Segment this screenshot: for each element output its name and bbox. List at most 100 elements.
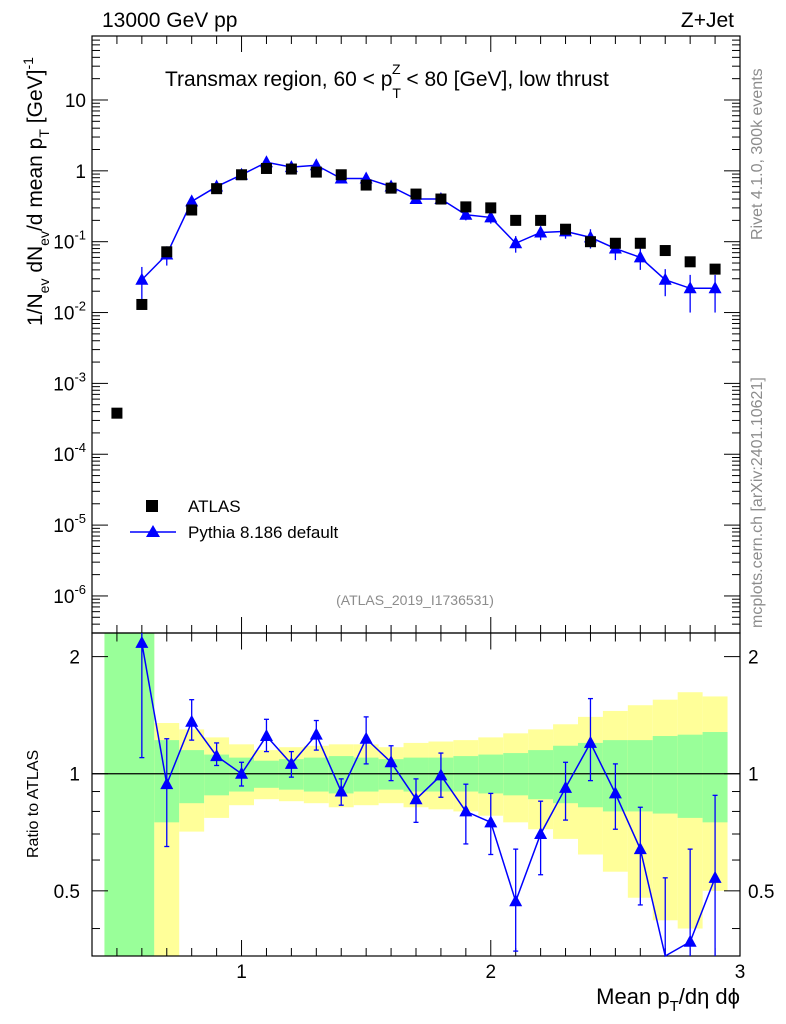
mc-point <box>658 272 672 285</box>
mc-line <box>141 161 716 290</box>
data-series-main <box>111 162 721 419</box>
data-point <box>111 407 123 419</box>
y-tick-label: 10-3 <box>53 369 86 395</box>
data-point <box>161 246 173 258</box>
ratio-tick-label-left: 0.5 <box>54 882 80 903</box>
ratio-point <box>534 826 548 839</box>
data-point <box>584 236 596 248</box>
band-inner <box>179 750 205 804</box>
band-inner <box>677 734 703 818</box>
ratio-point <box>633 842 647 855</box>
ratio-point <box>259 729 273 742</box>
data-point <box>260 162 272 174</box>
mc-point <box>633 250 647 263</box>
rivet-version-label: Rivet 4.1.0, 300k events <box>749 68 766 240</box>
x-tick-label: 3 <box>735 962 746 983</box>
band-inner <box>528 750 554 800</box>
data-point <box>310 166 322 178</box>
x-axis-label: Mean pT/dη dϕ <box>596 984 740 1015</box>
data-point <box>709 263 721 275</box>
mc-series-ratio <box>135 633 722 958</box>
ratio-tick-label-right: 0.5 <box>748 882 774 903</box>
ratio-tick-label-left: 1 <box>69 765 80 786</box>
mc-point <box>534 225 548 238</box>
axis-ticks: 1 2 3 10-6 10-5 10-4 10-3 10-2 10-1 1 10 0.5 0.5 1 1 2 2 <box>53 35 774 983</box>
data-point <box>485 202 497 214</box>
ratio-point <box>459 804 473 817</box>
y-tick-label: 10-4 <box>53 440 86 466</box>
data-point <box>634 237 646 249</box>
ratio-point <box>334 784 348 797</box>
data-point <box>435 193 447 205</box>
legend-label-pythia: Pythia 8.186 default <box>188 523 339 542</box>
ratio-tick-label-right: 1 <box>748 765 759 786</box>
mc-point <box>683 281 697 294</box>
data-point <box>186 204 198 216</box>
ratio-point <box>608 786 622 799</box>
data-point <box>236 169 248 181</box>
ratio-point <box>384 755 398 768</box>
ratio-point <box>359 731 373 744</box>
mc-series-main <box>135 155 722 313</box>
ratio-point <box>583 735 597 748</box>
data-point <box>211 183 223 195</box>
data-point <box>285 163 297 175</box>
ratio-point <box>559 780 573 793</box>
ratio-tick-label-right: 2 <box>748 648 759 669</box>
ratio-point <box>683 934 697 947</box>
main-plot-frame <box>91 35 741 634</box>
data-point <box>560 223 572 235</box>
ratio-point <box>484 815 498 828</box>
ratio-point <box>210 749 224 762</box>
mc-point <box>708 281 722 294</box>
legend-label-atlas: ATLAS <box>188 497 241 516</box>
x-tick-label: 1 <box>236 962 247 983</box>
ratio-point <box>409 792 423 805</box>
ratio-point <box>284 756 298 769</box>
legend-marker-atlas <box>146 500 158 512</box>
data-point <box>510 214 522 226</box>
ratio-point <box>434 768 448 781</box>
ratio-point <box>160 777 174 790</box>
data-point <box>385 182 397 194</box>
data-point <box>609 237 621 249</box>
y-tick-label: 10 <box>65 91 86 112</box>
y-tick-label: 10-2 <box>53 299 86 325</box>
data-point <box>535 214 547 226</box>
y-tick-label: 10-6 <box>53 582 86 608</box>
y-tick-label: 10-1 <box>53 228 86 254</box>
data-point <box>360 179 372 191</box>
header-right: Z+Jet <box>681 9 734 32</box>
band-inner <box>303 757 329 792</box>
ratio-tick-label-left: 2 <box>69 648 80 669</box>
ratio-bands <box>104 633 728 956</box>
mc-point <box>484 210 498 223</box>
legend-marker-pythia <box>146 525 160 537</box>
data-point <box>684 256 696 268</box>
data-point <box>410 188 422 200</box>
ratio-point <box>235 766 249 779</box>
band-inner <box>627 740 653 812</box>
mc-point <box>185 194 199 207</box>
y-tick-label: 10-5 <box>53 511 86 537</box>
data-point <box>136 298 148 310</box>
ratio-point <box>135 635 149 648</box>
ratio-line <box>141 642 716 958</box>
y-axis-label: 1/Nev dNev/d mean pT [GeV]-1 <box>20 57 52 326</box>
data-point <box>335 169 347 181</box>
analysis-label: (ATLAS_2019_I1736531) <box>336 592 494 608</box>
chart-title: Transmax region, 60 < pTZ < 80 [GeV], lo… <box>165 61 609 101</box>
ratio-point <box>509 894 523 907</box>
x-tick-label: 2 <box>485 962 496 983</box>
data-point <box>659 245 671 257</box>
ratio-point <box>185 714 199 727</box>
ratio-point <box>708 870 722 883</box>
header-left: 13000 GeV pp <box>102 9 237 32</box>
band-inner <box>104 633 155 956</box>
mc-point <box>459 207 473 220</box>
mcplots-label: mcplots.cern.ch [arXiv:2401.10621] <box>749 377 766 628</box>
mc-point <box>509 236 523 249</box>
ratio-point <box>309 727 323 740</box>
ratio-y-axis-label: Ratio to ATLAS <box>25 750 42 858</box>
